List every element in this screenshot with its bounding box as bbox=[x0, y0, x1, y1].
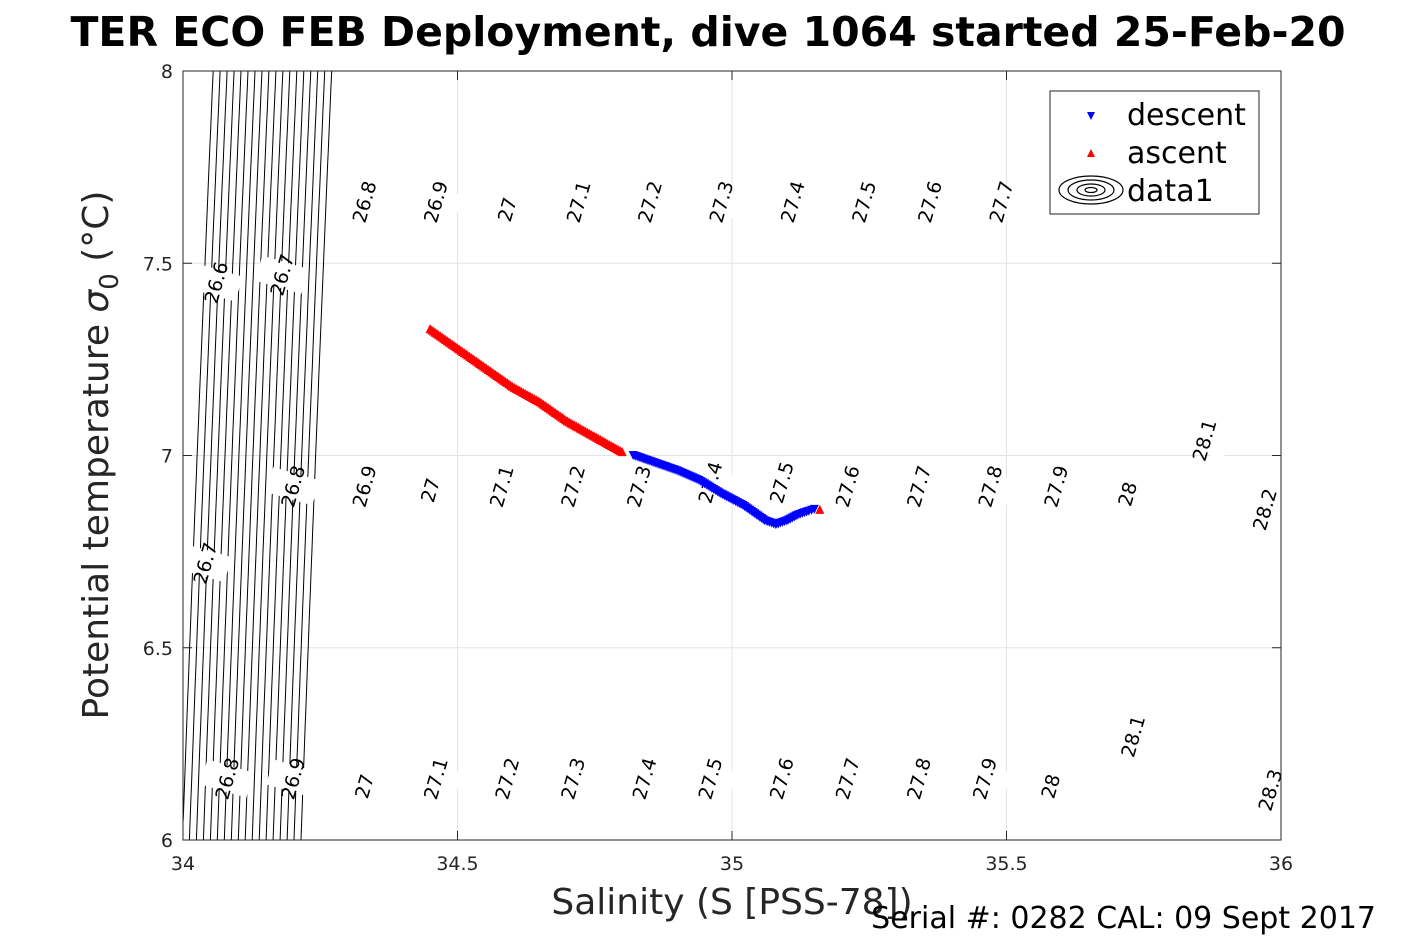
contour-label-backdrop bbox=[178, 544, 232, 583]
legend-contour-icon bbox=[1058, 175, 1124, 205]
serial-calibration-note: Serial #: 0282 CAL: 09 Sept 2017 bbox=[871, 901, 1376, 936]
contour-label-backdrop bbox=[1237, 490, 1292, 529]
contour-label-backdrop bbox=[902, 182, 957, 221]
descent-point bbox=[809, 504, 819, 514]
isopycnal-line bbox=[216, 70, 249, 841]
contour-label-backdrop bbox=[337, 467, 391, 506]
x-axis-label: Salinity (S [PSS-78]) bbox=[551, 882, 912, 923]
contour-label-backdrop bbox=[957, 759, 1012, 798]
contour-label-backdrop bbox=[480, 190, 534, 229]
contour-label-backdrop bbox=[612, 467, 666, 506]
contour-label-backdrop bbox=[617, 759, 671, 798]
contour-label-backdrop bbox=[546, 467, 600, 506]
chart-title: TER ECO FEB Deployment, dive 1064 starte… bbox=[70, 8, 1345, 56]
contour-label-backdrop bbox=[408, 182, 463, 221]
contour-label-backdrop bbox=[820, 759, 874, 798]
contour-label-backdrop bbox=[892, 467, 946, 506]
contour-label-backdrop bbox=[1029, 467, 1083, 506]
density-contours bbox=[182, 70, 333, 841]
y-axis-label-text: Potential temperature bbox=[76, 313, 117, 720]
y-tick-label: 6 bbox=[161, 830, 173, 852]
contour-label-backdrop bbox=[337, 182, 391, 221]
contour-label-backdrop bbox=[266, 759, 320, 798]
contour-label-backdrop bbox=[255, 255, 309, 294]
isopycnal-line bbox=[223, 70, 256, 841]
x-tick-label: 34.5 bbox=[436, 853, 478, 875]
contour-label-backdrop bbox=[189, 263, 243, 302]
isopycnal-line bbox=[258, 70, 291, 841]
y-tick-label: 8 bbox=[161, 61, 173, 83]
contour-label-backdrop bbox=[546, 759, 600, 798]
y-axis-label-unit: (°C) bbox=[76, 191, 117, 274]
contour-label-backdrop bbox=[200, 759, 254, 798]
contour-label-backdrop bbox=[754, 759, 809, 798]
isopycnal-line bbox=[286, 70, 319, 841]
contour-label-backdrop bbox=[963, 467, 1017, 506]
isopycnal-line bbox=[209, 70, 242, 841]
legend-ascent-label: ascent bbox=[1127, 136, 1227, 171]
isopycnal-line bbox=[251, 70, 284, 841]
y-axis-label-subscript: 0 bbox=[95, 273, 125, 290]
contour-label-backdrop bbox=[837, 182, 891, 221]
isopycnal-line bbox=[182, 70, 214, 821]
contour-label-backdrop bbox=[683, 759, 737, 798]
contour-label-backdrop bbox=[408, 759, 463, 798]
isopycnal-line bbox=[279, 70, 312, 841]
isopycnal-line bbox=[293, 70, 326, 841]
contour-label-backdrop bbox=[754, 463, 809, 502]
isopycnal-line bbox=[300, 70, 333, 841]
legend: descent ascent data1 bbox=[1049, 90, 1260, 215]
contour-label-backdrop bbox=[1100, 474, 1154, 514]
y-tick-label: 6.5 bbox=[143, 638, 173, 660]
x-tick-label: 35.5 bbox=[985, 853, 1027, 875]
contour-label-backdrop bbox=[622, 182, 677, 221]
contour-label-backdrop bbox=[694, 182, 748, 221]
legend-descent-marker bbox=[1087, 112, 1095, 120]
contour-label-backdrop bbox=[551, 182, 605, 221]
isopycnal-line bbox=[237, 70, 270, 841]
contour-label-backdrop bbox=[266, 467, 320, 506]
contour-label-backdrop bbox=[1106, 717, 1160, 756]
contour-label-backdrop bbox=[892, 759, 946, 798]
axis-ticks: 34 34.5 35 35.5 36 6 6.5 7 7.5 8 bbox=[143, 61, 1293, 875]
isopycnal-line bbox=[265, 70, 298, 841]
y-tick-label: 7.5 bbox=[143, 253, 173, 275]
contour-label-backdrop bbox=[403, 470, 457, 510]
isopycnal-line bbox=[202, 70, 235, 841]
y-tick-label: 7 bbox=[161, 446, 173, 468]
isopycnal-line bbox=[188, 70, 221, 841]
y-axis-label: Potential temperature σ0 (°C) bbox=[76, 191, 125, 720]
profile-data bbox=[425, 324, 825, 530]
isopycnal-line bbox=[230, 70, 263, 841]
x-tick-label: 34 bbox=[171, 853, 195, 875]
contour-label-backdrop bbox=[480, 759, 534, 798]
legend-descent-label: descent bbox=[1127, 98, 1246, 133]
x-tick-label: 35 bbox=[720, 853, 744, 875]
ascent-point bbox=[617, 447, 627, 457]
legend-box bbox=[1049, 90, 1260, 215]
isopycnal-line bbox=[272, 70, 305, 841]
x-tick-label: 36 bbox=[1269, 853, 1293, 875]
contour-label-backdrop bbox=[337, 767, 391, 806]
ascent-point bbox=[815, 504, 825, 514]
contour-label-backdrop bbox=[474, 467, 529, 506]
contour-label-backdrop bbox=[820, 467, 874, 506]
isopycnal-line bbox=[195, 70, 228, 841]
contour-label-backdrop bbox=[1177, 421, 1231, 460]
contour-label-backdrop bbox=[765, 182, 820, 221]
contour-label-backdrop bbox=[1243, 770, 1297, 810]
contour-label-backdrop bbox=[974, 182, 1028, 221]
y-axis-label-symbol: σ bbox=[76, 289, 117, 313]
density-contour-labels: 26.6 26.726.8 26.9 27 27.1 27.2 27.3 27.4 27.5 27… bbox=[178, 179, 1297, 814]
contour-label-backdrop bbox=[1023, 767, 1078, 806]
isopycnal-line bbox=[244, 70, 277, 841]
legend-data1-label: data1 bbox=[1127, 174, 1214, 209]
legend-ascent-marker bbox=[1087, 149, 1095, 157]
